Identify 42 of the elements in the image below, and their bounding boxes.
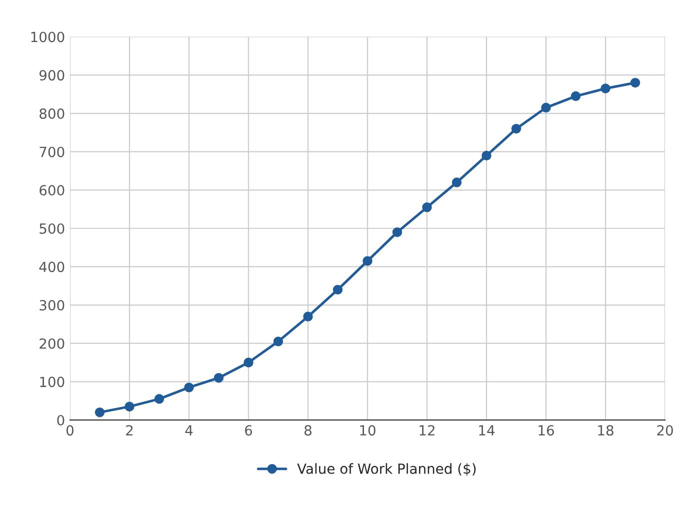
y-tick-label: 0 [57,414,64,426]
point [94,407,105,418]
x-tick-label: 0 [66,425,74,436]
x-tick-label: 18 [598,425,614,436]
point [273,336,284,346]
y-tick-label: 200 [40,338,64,349]
point [600,84,610,94]
point [214,372,224,383]
y-tick-label: 1000 [31,32,64,42]
y-tick-label: 600 [40,185,64,196]
point [184,382,194,392]
point [303,312,313,322]
x-tick-label: 12 [420,425,434,436]
x-tick-label: 2 [126,425,133,436]
x-tick-label: 4 [185,425,193,436]
point [422,202,432,212]
x-tick-label: 8 [304,425,312,436]
x-tick-label: 10 [360,425,376,436]
legend-label: Value of Work Planned ($) [297,463,476,476]
point [362,256,372,266]
point [124,402,134,412]
point [630,78,640,88]
x-tick-label: 6 [245,425,252,436]
point [541,102,551,113]
x-tick-label: 20 [657,425,673,436]
point [511,124,522,134]
y-tick-label: 100 [40,376,64,388]
point [570,91,581,102]
y-tick-label: 300 [40,300,64,310]
y-tick-label: 400 [39,262,64,272]
point [452,178,462,188]
x-tick-label: 16 [538,425,554,436]
x-tick-label: 14 [479,425,495,436]
y-tick-label: 800 [40,108,64,119]
point [332,284,343,295]
point [482,150,492,160]
point [154,394,164,404]
y-tick-label: 900 [40,70,64,81]
point [392,227,402,238]
y-tick-label: 500 [40,223,64,234]
y-tick-label: 700 [40,146,64,158]
point [244,358,254,368]
